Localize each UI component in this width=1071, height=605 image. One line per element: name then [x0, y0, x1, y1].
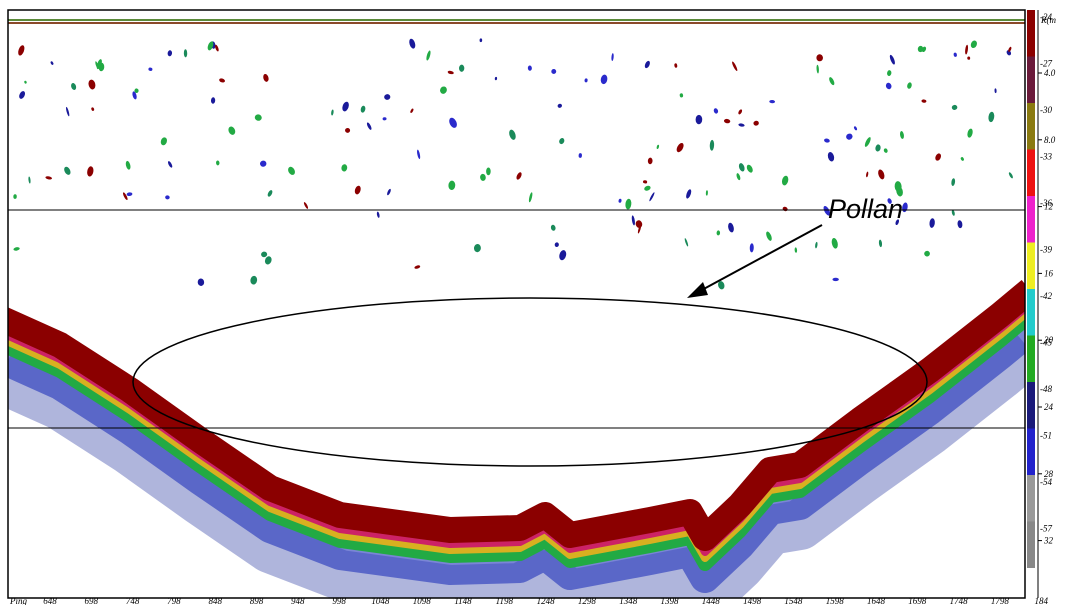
- color-swatch: [1027, 57, 1035, 104]
- depth-tick-label: 4.0: [1044, 68, 1056, 78]
- fish-echo: [832, 278, 838, 281]
- color-swatch: [1027, 196, 1035, 243]
- depth-tick-label: 8.0: [1044, 135, 1056, 145]
- color-swatch: [1027, 103, 1035, 150]
- depth-tick-label: 24: [1044, 402, 1054, 412]
- ping-tick-label: 1498: [743, 596, 762, 605]
- color-swatch: [1027, 289, 1035, 336]
- depth-tick-label: 20: [1044, 335, 1054, 345]
- ping-tick-label: 648: [43, 596, 57, 605]
- color-swatch: [1027, 522, 1035, 569]
- color-tick-label: -39: [1040, 245, 1052, 255]
- depth-tick-label: 28: [1044, 469, 1054, 479]
- fish-echo: [459, 65, 464, 72]
- color-tick-label: -27: [1040, 59, 1052, 69]
- color-swatch: [1027, 243, 1035, 290]
- ping-tick-label: 1148: [454, 596, 472, 605]
- ping-tick-label: 798: [167, 596, 181, 605]
- ping-tick-label: 1448: [702, 596, 721, 605]
- ping-tick-label: 1048: [371, 596, 390, 605]
- fish-echo: [486, 167, 491, 175]
- ping-tick-label: 1298: [578, 596, 597, 605]
- ping-tick-label: 1348: [619, 596, 638, 605]
- ping-tick-label: 184: [1034, 596, 1048, 605]
- annotation: Pollan: [828, 194, 903, 224]
- color-tick-label: -51: [1040, 431, 1052, 441]
- color-swatch: [1027, 336, 1035, 383]
- ping-tick-label: 1248: [537, 596, 556, 605]
- color-tick-label: -30: [1040, 105, 1052, 115]
- ping-tick-label: 998: [332, 596, 346, 605]
- ping-tick-label: 848: [208, 596, 222, 605]
- ping-tick-label: 1698: [908, 596, 927, 605]
- ping-tick-label: 1598: [826, 596, 845, 605]
- ping-tick-label: 748: [126, 596, 140, 605]
- ping-tick-label: 1748: [950, 596, 969, 605]
- color-swatch: [1027, 150, 1035, 197]
- color-swatch: [1027, 429, 1035, 476]
- color-swatch: [1027, 10, 1035, 57]
- depth-tick-label: 16: [1044, 268, 1054, 278]
- ping-tick-label: 698: [85, 596, 99, 605]
- ping-tick-label: 1098: [413, 596, 432, 605]
- depth-tick-label: 12: [1044, 202, 1054, 212]
- ping-tick-label: 898: [250, 596, 264, 605]
- ping-tick-label: 1798: [991, 596, 1010, 605]
- depth-tick-label: 32: [1043, 536, 1054, 546]
- color-tick-label: -48: [1040, 384, 1052, 394]
- color-tick-label: -42: [1040, 291, 1052, 301]
- color-tick-label: -33: [1040, 152, 1052, 162]
- ping-tick-label: 1648: [867, 596, 886, 605]
- ping-axis-label: Ping: [9, 596, 27, 605]
- color-swatch: [1027, 475, 1035, 522]
- color-tick-label: -57: [1040, 524, 1052, 534]
- depth-axis-label: R(m: [1040, 15, 1056, 25]
- ping-tick-label: 948: [291, 596, 305, 605]
- echogram: Pollan -24-27-30-33-36-39-42-45-48-51-54…: [0, 0, 1071, 605]
- ping-tick-label: 1548: [784, 596, 803, 605]
- color-swatch: [1027, 382, 1035, 429]
- ping-tick-label: 1198: [496, 596, 514, 605]
- ping-tick-label: 1398: [661, 596, 680, 605]
